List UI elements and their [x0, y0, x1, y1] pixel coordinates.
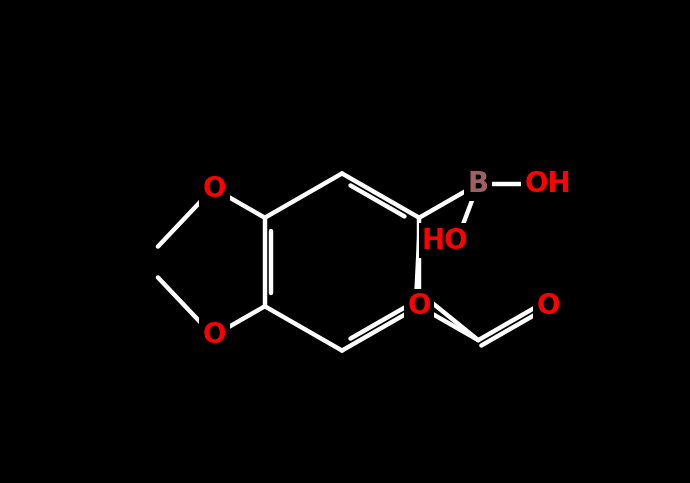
- Text: O: O: [203, 175, 226, 203]
- Text: B: B: [468, 170, 489, 198]
- Text: O: O: [203, 321, 226, 349]
- Text: O: O: [407, 292, 431, 320]
- Text: HO: HO: [422, 227, 469, 255]
- Text: OH: OH: [524, 170, 571, 198]
- Text: O: O: [536, 292, 560, 320]
